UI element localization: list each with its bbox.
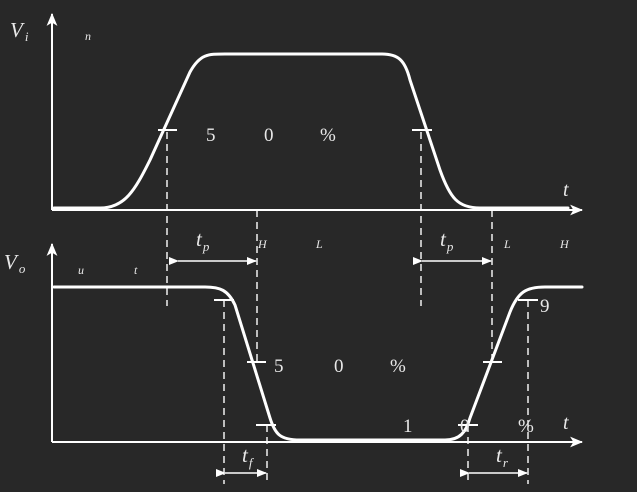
output-pulse-curve	[52, 285, 584, 442]
guide-lines	[166, 132, 529, 484]
transition-time-dimensions: tf tr	[216, 443, 528, 477]
tf-label: tf	[242, 443, 255, 470]
tp-plh-level-h: H	[559, 237, 570, 251]
input-percent-digit-5: 5	[206, 125, 216, 146]
tp-phl-label: tp	[196, 227, 210, 254]
output-ten-digit-1: 1	[403, 416, 413, 437]
output-ten-digit-0: 0	[460, 416, 470, 437]
output-fragment-t: t	[134, 263, 138, 277]
output-percent-sign: %	[390, 356, 406, 377]
propagation-delay-dimensions: tp H L tp L H	[169, 227, 570, 265]
output-ninety-label: 9	[540, 296, 550, 317]
tp-plh-label: tp	[440, 227, 454, 254]
input-fragment-n: n	[85, 29, 91, 43]
output-fragment-u: u	[78, 263, 84, 277]
input-percent-digit-0: 0	[264, 125, 274, 146]
tp-phl-level-l: L	[315, 237, 323, 251]
output-percent-digit-5: 5	[274, 356, 284, 377]
tp-phl-level-h: H	[257, 237, 268, 251]
tp-plh-level-l: L	[503, 237, 511, 251]
output-percent-digit-0: 0	[334, 356, 344, 377]
output-time-label: t	[563, 412, 569, 434]
output-ten-percent-sign: %	[518, 416, 534, 437]
input-percent-sign: %	[320, 125, 336, 146]
input-time-label: t	[563, 179, 569, 201]
input-pulse-curve	[52, 52, 570, 210]
tr-label: tr	[496, 443, 509, 470]
